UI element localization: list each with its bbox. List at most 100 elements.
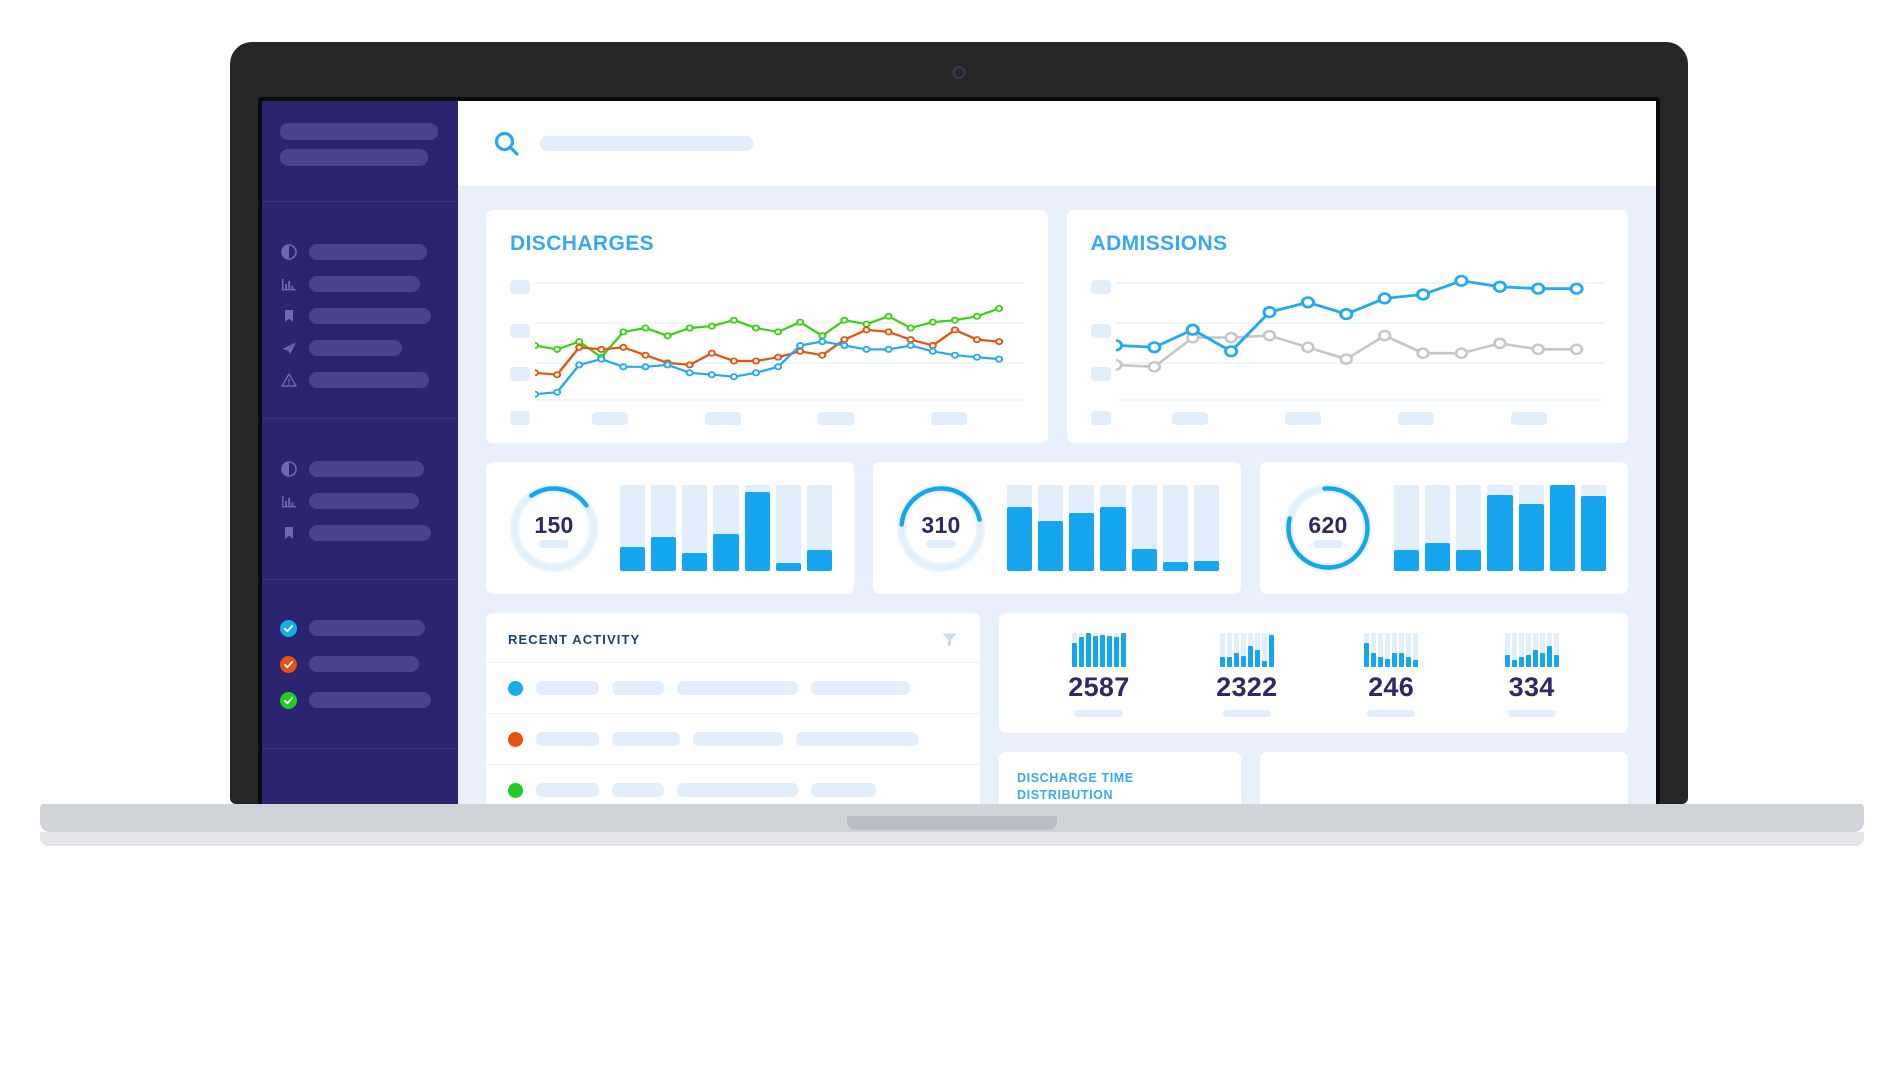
laptop-base-shadow [40,832,1864,846]
series-gray-markers [1115,329,1583,373]
sidebar-item-analytics-2[interactable] [262,485,458,517]
sidebar-item-contrast-2[interactable] [262,453,458,485]
sidebar-item-label [309,340,402,356]
panel-recent-activity: RECENT ACTIVITY [486,613,980,804]
x-tick-chip [1285,412,1322,425]
x-tick-chip [817,412,854,425]
gridlines [535,282,1024,401]
cell-placeholder [677,783,798,797]
check-badge-green-icon [280,691,297,709]
cell-placeholder [536,783,599,797]
donut-gauge: 310 [895,482,987,574]
laptop-lid: DISCHARGES [230,42,1688,804]
cell-placeholder [677,681,798,695]
card-add-widget[interactable] [1260,752,1628,804]
x-tick-chip [704,412,741,425]
plot-discharges [535,274,1024,425]
list-item[interactable] [486,713,980,764]
cell-placeholder [693,732,783,746]
bar [651,485,677,571]
bar [1425,485,1451,571]
sidebar-item-label [309,692,431,708]
filter-icon[interactable] [941,631,958,648]
stat-value: 246 [1368,672,1415,702]
sparkline [1219,633,1274,667]
activity-header: RECENT ACTIVITY [486,613,980,662]
stat-value: 2322 [1216,672,1278,702]
brand-line-1 [280,123,438,140]
stat-block[interactable]: 334 [1504,633,1559,717]
top-bar [458,101,1656,186]
status-badge [508,731,523,747]
y-axis-chips [1090,274,1116,425]
sidebar-item-status-orange[interactable] [262,646,458,682]
cell-placeholder [811,681,910,695]
sidebar-item-status-blue[interactable] [262,610,458,646]
y-tick-chip [1090,410,1111,425]
cell-placeholder [612,732,680,746]
sidebar-item-bookmarks[interactable] [262,300,458,332]
brand-line-2 [280,149,428,166]
sidebar-item-alerts[interactable] [262,364,458,396]
sidebar-divider [262,418,458,419]
series-blue-markers [535,338,1004,398]
sidebar-divider [262,579,458,580]
sidebar-item-send[interactable] [262,332,458,364]
stat-block[interactable]: 246 [1364,633,1419,717]
kpi-row: 150 [486,462,1628,594]
kpi-bars [1007,485,1219,571]
kpi-card-310[interactable]: 310 [873,462,1241,594]
list-item[interactable] [486,662,980,713]
screen-bezel: DISCHARGES [258,97,1660,804]
y-tick-chip [510,410,530,425]
bar [1487,485,1513,571]
bar [1162,485,1188,571]
kpi-bars [620,485,832,571]
sparkline [1364,633,1419,667]
kpi-value: 310 [921,512,961,538]
stat-block[interactable]: 2322 [1216,633,1277,717]
sidebar-item-contrast[interactable] [262,236,458,268]
y-axis-chips [510,274,535,425]
bar [1580,485,1606,571]
bar [1193,485,1219,571]
bar [1549,485,1575,571]
sidebar-divider [262,748,458,749]
series-blue [535,340,1000,396]
kpi-card-620[interactable]: 620 [1260,462,1628,594]
search-icon[interactable] [492,129,522,159]
cell-placeholder [612,681,664,695]
stat-value: 334 [1508,672,1555,702]
bottom-row: DISCHARGE TIME DISTRIBUTION [999,752,1628,804]
card-discharges: DISCHARGES [486,210,1048,443]
bar [1456,485,1482,571]
search-input[interactable] [540,136,753,151]
sidebar-item-label [309,276,420,292]
kpi-sublabel-placeholder [926,540,956,548]
bar [775,485,801,571]
series-green-markers [535,304,1004,361]
sidebar-item-status-green[interactable] [262,682,458,718]
plot-admissions [1115,274,1604,425]
bar [1038,485,1064,571]
stat-block[interactable]: 2587 [1068,633,1129,717]
charts-row: DISCHARGES [486,210,1628,443]
bar [1518,485,1544,571]
bar-chart-icon [280,493,297,510]
sidebar-item-label [309,620,425,636]
sidebar-item-analytics[interactable] [262,268,458,300]
sidebar-group-primary [262,202,458,418]
sidebar-item-bookmarks-2[interactable] [262,517,458,549]
kpi-sublabel-placeholder [1313,540,1343,548]
check-badge-blue-icon [280,619,297,637]
sparkline [1071,633,1126,667]
x-tick-chip [591,412,628,425]
kpi-card-150[interactable]: 150 [486,462,854,594]
list-item[interactable] [486,764,980,804]
sidebar-brand[interactable] [262,101,458,201]
dashboard-content: DISCHARGES [458,186,1656,804]
bookmark-icon [280,525,297,542]
main-area: DISCHARGES [458,101,1656,804]
sidebar [262,101,458,804]
page-title-discharges: DISCHARGES [510,232,655,255]
